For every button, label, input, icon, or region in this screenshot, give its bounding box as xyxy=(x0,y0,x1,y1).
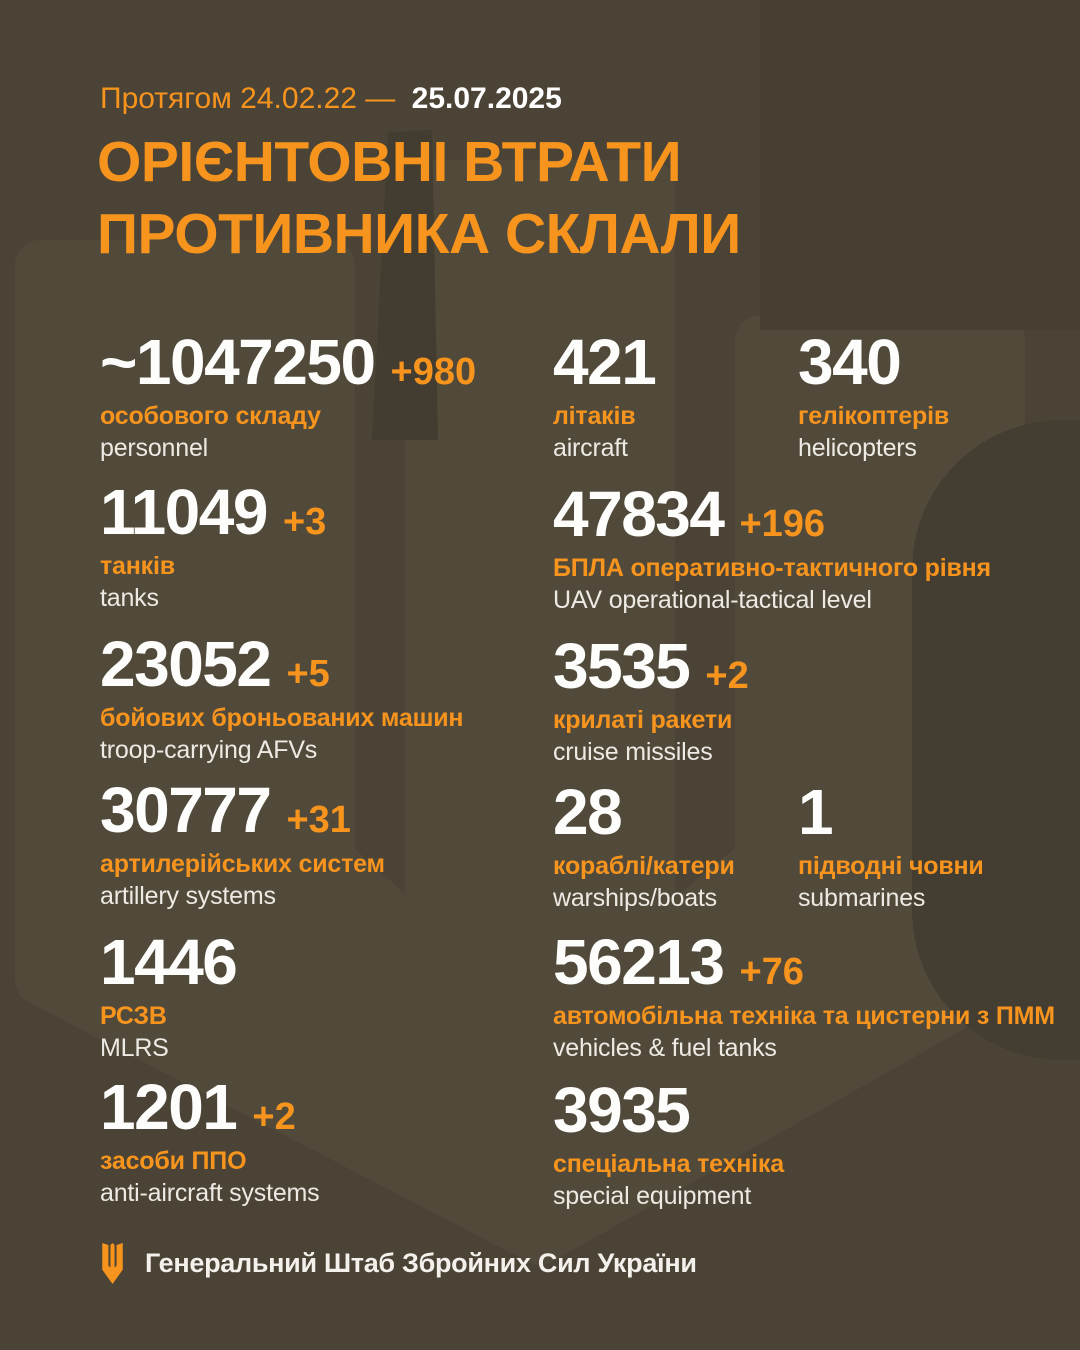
stat-label-uk: бойових броньованих машин xyxy=(100,704,464,732)
tryzub-trident-icon xyxy=(102,1243,123,1284)
stat-delta: +2 xyxy=(705,655,749,697)
stat-label-uk: кораблі/катери xyxy=(553,852,735,880)
stat-label-en: troop-carrying AFVs xyxy=(100,736,318,764)
title-line-1: ОРІЄНТОВНІ ВТРАТИ xyxy=(97,130,682,194)
stat-label-uk: особового складу xyxy=(100,402,321,430)
stat-artillery: 30777 +31 артилерійських систем artiller… xyxy=(100,778,385,911)
stat-mlrs: 1446 РСЗВ MLRS xyxy=(100,926,238,1063)
stat-uav: 47834 +196 БПЛА оперативно-тактичного рі… xyxy=(553,482,991,615)
stat-warships: 28 кораблі/катери warships/boats xyxy=(553,780,735,913)
stat-value: 11049 xyxy=(100,476,268,548)
stat-submarines: 1 підводні човни submarines xyxy=(798,780,984,913)
stat-label-uk: гелікоптерів xyxy=(798,402,950,430)
stat-delta: +980 xyxy=(390,351,477,393)
stat-delta: +3 xyxy=(282,501,327,543)
stat-delta: +76 xyxy=(739,951,804,993)
period-prefix: Протягом 24.02.22 — xyxy=(100,82,396,115)
stat-label-uk: танків xyxy=(100,552,175,580)
stat-value: 56213 xyxy=(553,926,725,998)
stat-label-uk: спеціальна техніка xyxy=(553,1150,784,1178)
source-attribution: Генеральний Штаб Збройних Сил України xyxy=(102,1243,697,1284)
stat-label-en: tanks xyxy=(100,584,159,612)
stat-special-equipment: 3935 спеціальна техніка special equipmen… xyxy=(553,1078,784,1211)
stat-label-en: artillery systems xyxy=(100,882,276,910)
stat-value: 23052 xyxy=(100,628,272,700)
stat-value: 3535 xyxy=(553,630,691,702)
stat-value: 1446 xyxy=(100,926,238,998)
stat-label-uk: підводні човни xyxy=(798,852,984,880)
stat-label-uk: автомобільна техніка та цистерни з ПММ xyxy=(553,1002,1055,1030)
stat-value: 30777 xyxy=(100,774,272,846)
stat-label-en: anti-aircraft systems xyxy=(100,1179,320,1207)
page-title: ОРІЄНТОВНІ ВТРАТИ ПРОТИВНИКА СКЛАЛИ xyxy=(97,127,741,271)
stat-label-uk: засоби ППО xyxy=(100,1147,247,1175)
period-date: 25.07.2025 xyxy=(411,82,562,115)
stat-label-uk: літаків xyxy=(553,402,636,430)
stat-label-en: submarines xyxy=(798,884,926,912)
stat-label-en: aircraft xyxy=(553,434,628,462)
stat-anti-aircraft: 1201 +2 засоби ППО anti-aircraft systems xyxy=(100,1071,320,1208)
stat-personnel: ~1047250 +980 особового складу personnel xyxy=(100,330,476,463)
report-period: Протягом 24.02.22 — 25.07.2025 xyxy=(100,82,562,116)
stat-value: 47834 xyxy=(553,478,725,550)
stat-label-en: personnel xyxy=(100,434,209,462)
stat-label-uk: крилаті ракети xyxy=(553,706,733,734)
stat-label-en: UAV operational-tactical level xyxy=(553,586,872,614)
stat-value: 3935 xyxy=(553,1074,691,1146)
stat-afv: 23052 +5 бойових броньованих машин troop… xyxy=(100,628,464,765)
stat-value: 1201 xyxy=(100,1071,238,1143)
stat-label-en: cruise missiles xyxy=(553,738,713,766)
stat-cruise-missiles: 3535 +2 крилаті ракети cruise missiles xyxy=(553,634,749,767)
stat-label-en: helicopters xyxy=(798,434,917,462)
stat-delta: +31 xyxy=(286,799,351,841)
source-name: Генеральний Штаб Збройних Сил України xyxy=(145,1248,697,1278)
stat-value: 421 xyxy=(553,326,657,398)
stat-delta: +5 xyxy=(286,653,330,695)
stat-value: 340 xyxy=(798,326,902,398)
stat-delta: +2 xyxy=(252,1096,296,1138)
stat-label-en: MLRS xyxy=(100,1034,169,1062)
stat-label-en: special equipment xyxy=(553,1182,752,1210)
stat-vehicles: 56213 +76 автомобільна техніка та цистер… xyxy=(553,930,1055,1063)
stat-label-en: vehicles & fuel tanks xyxy=(553,1034,777,1062)
stat-value: 1 xyxy=(798,776,834,848)
stat-value: ~1047250 xyxy=(100,326,376,398)
stat-label-en: warships/boats xyxy=(553,884,717,912)
stat-aircraft: 421 літаків aircraft xyxy=(553,326,657,463)
stat-label-uk: РСЗВ xyxy=(100,1002,167,1030)
stat-label-uk: артилерійських систем xyxy=(100,850,385,878)
stat-value: 28 xyxy=(553,776,623,848)
stat-helicopters: 340 гелікоптерів helicopters xyxy=(798,330,949,463)
title-line-2: ПРОТИВНИКА СКЛАЛИ xyxy=(97,201,741,266)
stat-tanks: 11049 +3 танків tanks xyxy=(100,480,326,613)
stat-label-uk: БПЛА оперативно-тактичного рівня xyxy=(553,554,991,582)
stat-delta: +196 xyxy=(739,503,826,545)
